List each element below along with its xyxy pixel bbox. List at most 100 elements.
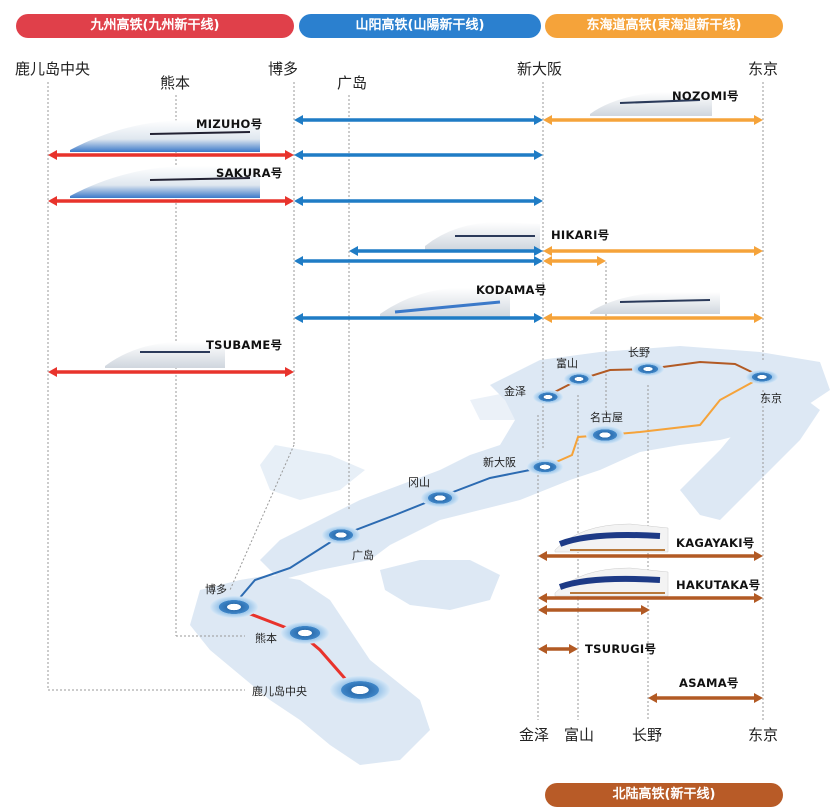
map-station-toyama [564, 372, 594, 386]
train-hikari-label: HIKARI号 [551, 228, 610, 242]
map-station-tokyo [746, 370, 778, 384]
map-label-kagoshima: 鹿儿岛中央 [252, 684, 307, 698]
arrow-kagayaki [538, 551, 763, 561]
train-tsubame-image [105, 341, 225, 368]
arrow-nozomi-tokaido [543, 115, 763, 125]
arrow-hikari-sanyo-2-right-head [534, 256, 543, 266]
train-hikari-image [425, 222, 540, 250]
train-nozomi-label: NOZOMI号 [672, 89, 739, 103]
arrow-sakura-kyushu-right-head [285, 196, 294, 206]
train-hakutaka-label: HAKUTAKA号 [676, 578, 761, 592]
arrow-sakura-sanyo [294, 196, 543, 206]
arrow-hikari-tokaido-left-head [543, 246, 552, 256]
arrow-hikari-sanyo-right-head [534, 246, 543, 256]
sanyo-banner: 山阳高铁(山陽新干线) [299, 14, 541, 38]
train-kagayaki-label: KAGAYAKI号 [676, 536, 755, 550]
arrow-kodama-tokaido [543, 313, 763, 323]
map-label-kanazawa: 金泽 [504, 384, 526, 398]
hokuriku-banner: 北陆高铁(新干线) [545, 783, 783, 807]
station-toyama-footer: 富山 [564, 726, 595, 744]
station-hakata-header: 博多 [268, 60, 299, 78]
map-station-nagoya [586, 426, 624, 444]
arrow-hakutaka [538, 593, 763, 603]
arrow-hikari-tokaido-2-left-head [543, 256, 552, 266]
arrow-mizuho-sanyo [294, 115, 543, 125]
map-label-hakata: 博多 [205, 582, 227, 596]
arrow-hikari-tokaido-right-head [754, 246, 763, 256]
station-kanazawa-footer: 金泽 [519, 726, 550, 744]
arrow-sakura-kyushu-left-head [48, 196, 57, 206]
arrow-hakutaka-2 [538, 605, 650, 615]
arrow-kodama-sanyo [294, 313, 543, 323]
arrow-nozomi-tokaido-left-head [543, 115, 552, 125]
arrow-asama-left-head [648, 693, 657, 703]
arrow-kodama-tokaido-right-head [754, 313, 763, 323]
arrow-sakura-sanyo-right-head [534, 196, 543, 206]
map-station-shinosaka [527, 459, 563, 475]
arrow-kagayaki-right-head [754, 551, 763, 561]
arrow-kodama-sanyo-left-head [294, 313, 303, 323]
arrow-mizuho-sanyo-2-right-head [534, 150, 543, 160]
train-tsubame-label: TSUBAME号 [206, 338, 283, 352]
arrow-tsurugi-left-head [538, 644, 547, 654]
map-station-kumamoto [281, 622, 329, 644]
train-nozomi-image [590, 92, 712, 116]
arrow-mizuho-sanyo-right-head [534, 115, 543, 125]
map-station-okayama [421, 489, 459, 507]
train-kodama-image-2 [590, 292, 720, 314]
arrow-tsubame-kyushu-left-head [48, 367, 57, 377]
map-label-kumamoto: 熊本 [255, 631, 277, 645]
arrow-kagayaki-left-head [538, 551, 547, 561]
train-sakura-label: SAKURA号 [216, 166, 283, 180]
arrow-hakutaka-left-head [538, 593, 547, 603]
map-label-tokyo: 东京 [760, 391, 782, 405]
train-hakutaka-image [554, 567, 669, 597]
arrow-tsubame-kyushu-right-head [285, 367, 294, 377]
map-label-toyama: 富山 [556, 356, 578, 370]
map-label-okayama: 冈山 [408, 476, 430, 489]
station-hiroshima-header: 广岛 [337, 74, 368, 92]
station-nagano-footer: 长野 [632, 726, 663, 744]
arrow-sakura-kyushu [48, 196, 294, 206]
train-kagayaki-image [554, 523, 669, 553]
map-station-hakata [210, 596, 258, 618]
arrow-kodama-tokaido-left-head [543, 313, 552, 323]
map-label-shinosaka: 新大阪 [483, 455, 516, 469]
service-arrows [48, 115, 763, 703]
arrow-sakura-sanyo-left-head [294, 196, 303, 206]
arrow-hakutaka-2-left-head [538, 605, 547, 615]
train-kodama-label: KODAMA号 [476, 283, 547, 297]
map-sanyo-line [231, 466, 546, 608]
arrow-hikari-sanyo-left-head [349, 246, 358, 256]
train-mizuho-label: MIZUHO号 [196, 117, 263, 131]
station-tokyo-header: 东京 [748, 60, 779, 78]
arrow-hikari-tokaido [543, 246, 763, 256]
map-station-hiroshima [322, 526, 360, 544]
guide-lines [47, 82, 764, 720]
arrow-hikari-sanyo [349, 246, 543, 256]
map-station-kagoshima [330, 676, 390, 704]
map-stations [210, 362, 778, 704]
arrow-asama-right-head [754, 693, 763, 703]
arrow-mizuho-sanyo-2-left-head [294, 150, 303, 160]
arrow-hikari-tokaido-2-right-head [597, 256, 606, 266]
train-kodama-image [380, 287, 510, 318]
arrow-tsurugi [538, 644, 578, 654]
arrow-hakutaka-right-head [754, 593, 763, 603]
arrow-tsurugi-right-head [569, 644, 578, 654]
train-mizuho-image [70, 119, 260, 152]
tokaido-banner: 东海道高铁(東海道新干线) [545, 14, 783, 38]
arrow-hikari-tokaido-2 [543, 256, 606, 266]
arrow-mizuho-sanyo-2 [294, 150, 543, 160]
arrow-kodama-sanyo-right-head [534, 313, 543, 323]
arrow-nozomi-tokaido-right-head [754, 115, 763, 125]
arrow-mizuho-sanyo-left-head [294, 115, 303, 125]
arrow-hikari-sanyo-2-left-head [294, 256, 303, 266]
map-label-nagoya: 名古屋 [590, 410, 623, 424]
station-shinosaka-header: 新大阪 [517, 60, 563, 78]
arrow-hikari-sanyo-2 [294, 256, 543, 266]
train-sakura-image [70, 165, 260, 198]
arrow-tsubame-kyushu [48, 367, 294, 377]
train-asama-label: ASAMA号 [679, 676, 739, 690]
kyushu-banner: 九州高铁(九州新干线) [16, 14, 294, 38]
